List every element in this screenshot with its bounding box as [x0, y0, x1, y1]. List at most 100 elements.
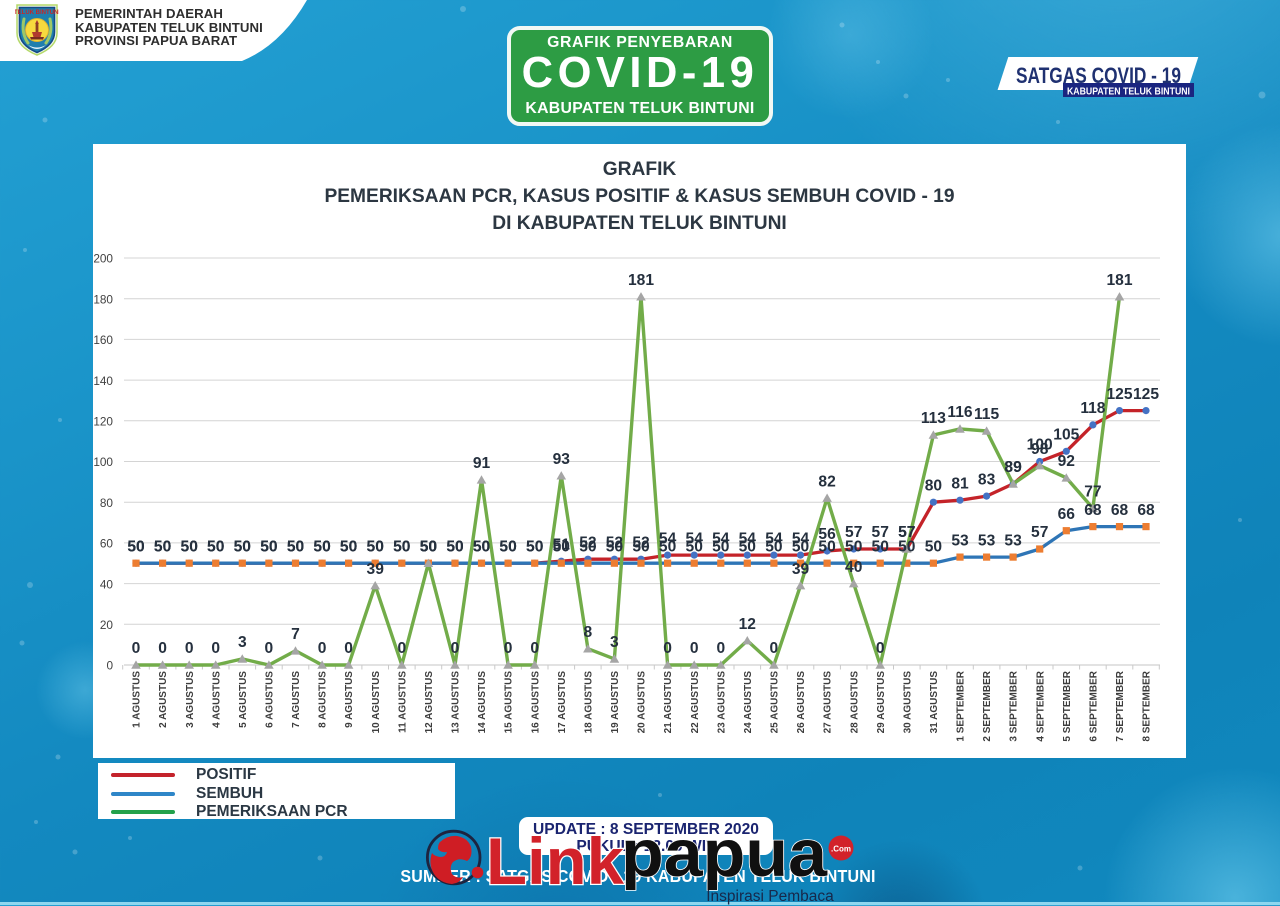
svg-text:27 AGUSTUS: 27 AGUSTUS	[823, 671, 834, 734]
svg-text:53: 53	[951, 532, 969, 549]
svg-text:0: 0	[132, 640, 141, 657]
svg-text:3: 3	[238, 634, 247, 651]
svg-text:2 AGUSTUS: 2 AGUSTUS	[158, 671, 169, 728]
svg-text:39: 39	[792, 561, 810, 578]
svg-text:50: 50	[526, 539, 544, 556]
svg-text:1 SEPTEMBER: 1 SEPTEMBER	[956, 670, 967, 741]
svg-text:57: 57	[898, 524, 915, 541]
svg-text:50: 50	[473, 539, 491, 556]
svg-text:50: 50	[260, 539, 278, 556]
svg-text:18 AGUSTUS: 18 AGUSTUS	[584, 671, 595, 734]
svg-text:50: 50	[234, 539, 252, 556]
svg-text:50: 50	[313, 539, 331, 556]
svg-text:81: 81	[951, 475, 969, 492]
svg-text:13 AGUSTUS: 13 AGUSTUS	[451, 671, 462, 734]
svg-text:50: 50	[207, 539, 225, 556]
svg-text:3 AGUSTUS: 3 AGUSTUS	[185, 671, 196, 728]
svg-text:0: 0	[318, 640, 327, 657]
svg-text:29 AGUSTUS: 29 AGUSTUS	[876, 671, 887, 734]
svg-text:0: 0	[397, 640, 406, 657]
svg-text:54: 54	[686, 530, 704, 547]
svg-text:80: 80	[100, 496, 114, 510]
svg-text:28 AGUSTUS: 28 AGUSTUS	[849, 671, 860, 734]
svg-text:50: 50	[898, 539, 916, 556]
svg-text:50: 50	[499, 539, 517, 556]
svg-text:50: 50	[393, 539, 411, 556]
svg-text:68: 68	[1137, 502, 1155, 519]
svg-text:181: 181	[1106, 272, 1132, 289]
svg-text:39: 39	[367, 561, 385, 578]
svg-text:0: 0	[211, 640, 220, 657]
svg-text:50: 50	[686, 539, 704, 556]
svg-text:50: 50	[340, 539, 358, 556]
svg-text:50: 50	[154, 539, 172, 556]
svg-text:6 SEPTEMBER: 6 SEPTEMBER	[1089, 670, 1100, 741]
svg-text:23 AGUSTUS: 23 AGUSTUS	[716, 671, 727, 734]
svg-text:52: 52	[579, 534, 597, 551]
svg-text:0: 0	[185, 640, 194, 657]
svg-text:89: 89	[1004, 459, 1022, 476]
svg-text:SATGAS COVID - 19: SATGAS COVID - 19	[1016, 63, 1181, 88]
svg-text:17 AGUSTUS: 17 AGUSTUS	[557, 671, 568, 734]
svg-text:100: 100	[1027, 437, 1053, 454]
svg-text:57: 57	[872, 524, 889, 541]
svg-text:50: 50	[925, 539, 943, 556]
svg-text:21 AGUSTUS: 21 AGUSTUS	[663, 671, 674, 734]
svg-text:54: 54	[765, 530, 783, 547]
svg-text:5 SEPTEMBER: 5 SEPTEMBER	[1062, 670, 1073, 741]
svg-text:160: 160	[93, 333, 113, 347]
svg-text:TELUK BINTUNI: TELUK BINTUNI	[15, 10, 59, 16]
svg-text:50: 50	[765, 539, 783, 556]
svg-text:50: 50	[181, 539, 199, 556]
svg-text:3: 3	[610, 634, 619, 651]
svg-text:50: 50	[127, 539, 145, 556]
svg-text:50: 50	[659, 539, 677, 556]
svg-text:116: 116	[947, 404, 972, 421]
svg-text:0: 0	[690, 640, 699, 657]
svg-text:50: 50	[420, 539, 438, 556]
svg-text:50: 50	[340, 539, 358, 556]
svg-text:53: 53	[978, 532, 996, 549]
svg-text:50: 50	[579, 539, 597, 556]
svg-text:77: 77	[1084, 484, 1101, 501]
svg-text:50: 50	[181, 539, 199, 556]
svg-text:51: 51	[553, 536, 571, 553]
svg-text:14 AGUSTUS: 14 AGUSTUS	[477, 671, 488, 734]
svg-text:0: 0	[663, 640, 672, 657]
svg-text:50: 50	[872, 539, 890, 556]
svg-text:82: 82	[818, 473, 836, 490]
svg-text:25 AGUSTUS: 25 AGUSTUS	[770, 671, 781, 734]
svg-text:50: 50	[712, 539, 730, 556]
svg-text:50: 50	[526, 539, 544, 556]
svg-text:1 AGUSTUS: 1 AGUSTUS	[132, 671, 143, 728]
svg-text:50: 50	[606, 539, 624, 556]
svg-text:80: 80	[925, 477, 943, 494]
svg-text:120: 120	[93, 415, 113, 429]
svg-text:40: 40	[100, 577, 114, 591]
svg-text:40: 40	[845, 559, 863, 576]
svg-text:26 AGUSTUS: 26 AGUSTUS	[796, 671, 807, 734]
svg-text:140: 140	[93, 374, 113, 388]
svg-text:125: 125	[1133, 386, 1159, 403]
svg-text:50: 50	[393, 539, 411, 556]
svg-text:50: 50	[154, 539, 172, 556]
svg-text:8: 8	[584, 624, 593, 641]
svg-text:0: 0	[716, 640, 725, 657]
svg-text:10 AGUSTUS: 10 AGUSTUS	[371, 671, 382, 734]
svg-text:50: 50	[260, 539, 278, 556]
svg-text:9 AGUSTUS: 9 AGUSTUS	[344, 671, 355, 728]
svg-text:7: 7	[291, 626, 300, 643]
svg-text:50: 50	[313, 539, 331, 556]
svg-text:50: 50	[420, 539, 438, 556]
svg-text:100: 100	[93, 455, 113, 469]
svg-text:105: 105	[1053, 427, 1079, 444]
svg-text:7 SEPTEMBER: 7 SEPTEMBER	[1115, 670, 1126, 741]
svg-text:57: 57	[898, 524, 915, 541]
svg-text:50: 50	[367, 539, 385, 556]
svg-text:50: 50	[473, 539, 491, 556]
svg-text:31 AGUSTUS: 31 AGUSTUS	[929, 671, 940, 734]
svg-text:8 AGUSTUS: 8 AGUSTUS	[318, 671, 329, 728]
svg-text:181: 181	[628, 272, 654, 289]
svg-text:0: 0	[876, 640, 885, 657]
svg-text:16 AGUSTUS: 16 AGUSTUS	[530, 671, 541, 734]
